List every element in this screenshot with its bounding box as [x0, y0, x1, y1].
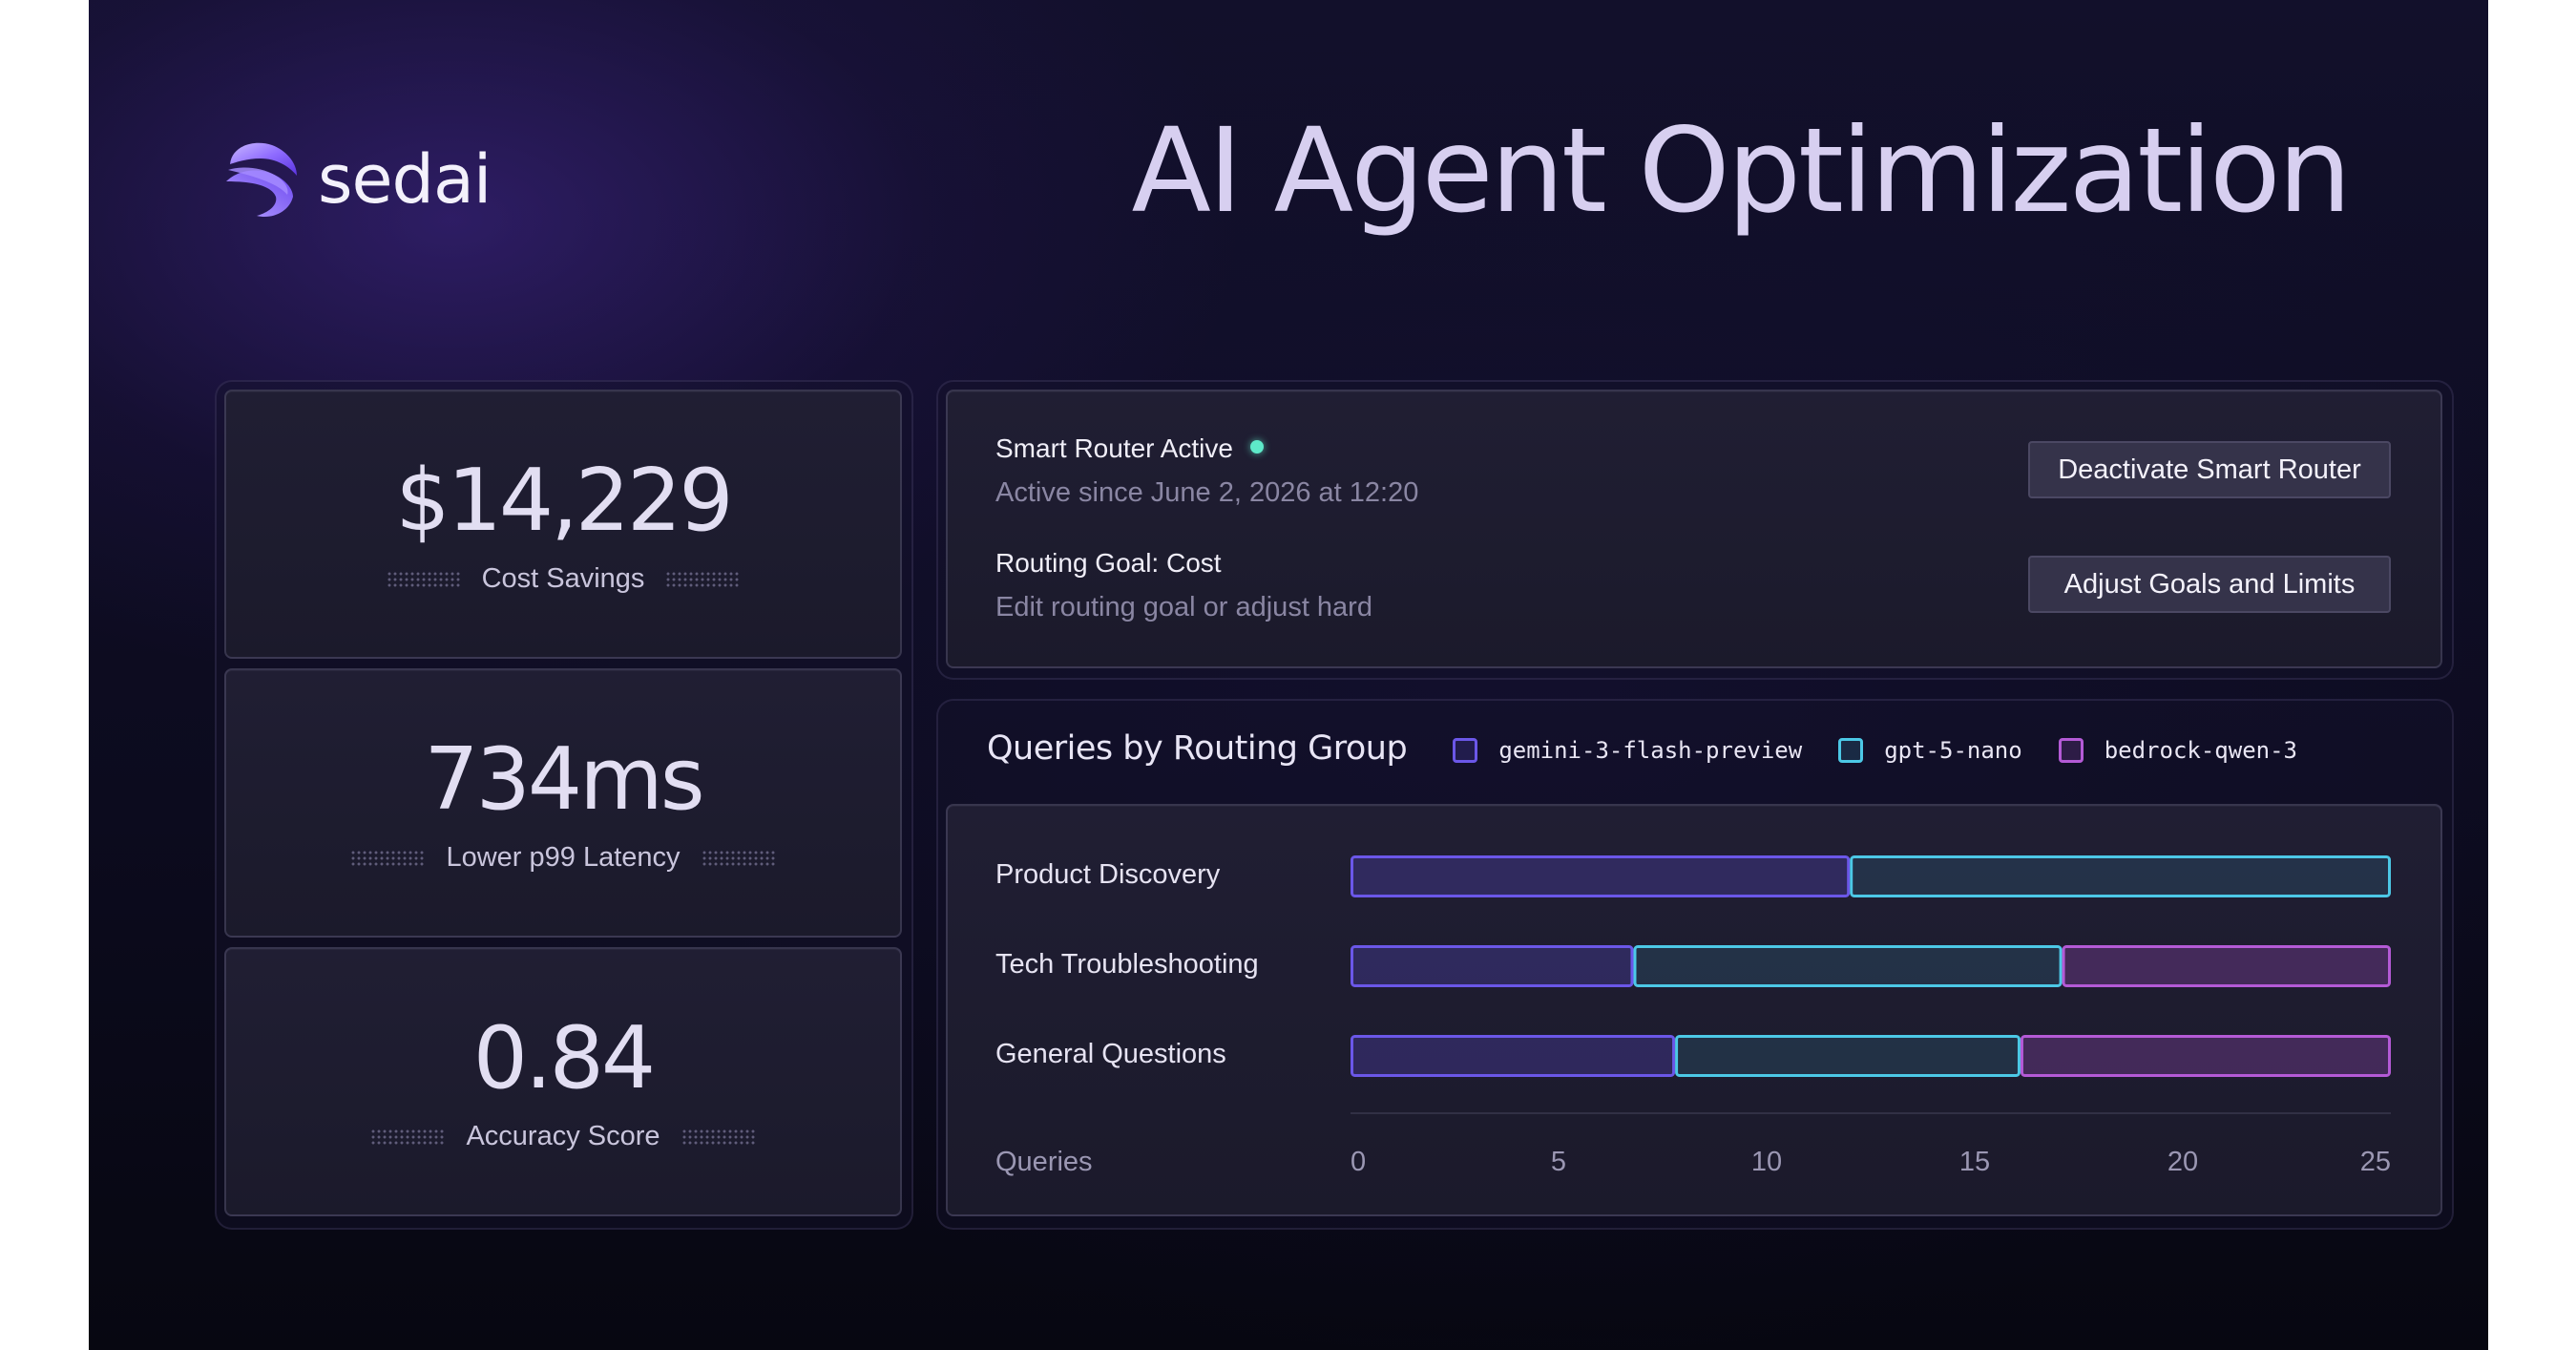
page-title: AI Agent Optimization: [1131, 103, 2352, 239]
sedai-logo-icon: [226, 142, 297, 218]
legend-label: gpt-5-nano: [1884, 737, 2022, 764]
deactivate-router-button[interactable]: Deactivate Smart Router: [2028, 441, 2391, 498]
metric-label: Lower p99 Latency: [446, 842, 681, 873]
chart-card: Product Discovery Tech Troubleshooting G…: [946, 804, 2442, 1216]
legend-item-gpt[interactable]: gpt-5-nano: [1838, 737, 2022, 764]
legend-swatch: [1453, 738, 1478, 763]
x-tick-label: 15: [1959, 1147, 1990, 1177]
x-tick-label: 10: [1751, 1147, 1782, 1177]
bar-segment-gpt[interactable]: [1850, 855, 2391, 897]
active-status-indicator: [1249, 439, 1264, 454]
metric-value: 0.84: [472, 1008, 656, 1108]
chart-title: Queries by Routing Group: [987, 729, 1408, 768]
x-tick-label: 5: [1551, 1147, 1566, 1177]
brand-logo[interactable]: sedai: [222, 132, 492, 227]
bar-segment-gemini[interactable]: [1351, 945, 1634, 987]
router-status-title: Smart Router Active: [995, 433, 1233, 463]
router-status-row: Smart Router Active: [995, 433, 1264, 464]
decorative-dots: [386, 570, 461, 588]
bar-segment-gpt[interactable]: [1633, 945, 2063, 987]
bar-segment-gemini[interactable]: [1351, 855, 1851, 897]
chart-legend: gemini-3-flash-preview gpt-5-nano bedroc…: [1416, 737, 2297, 764]
category-label: General Questions: [995, 1039, 1226, 1069]
x-tick-label: 25: [2360, 1147, 2391, 1177]
x-tick-label: 20: [2168, 1147, 2198, 1177]
bar-segment-gemini[interactable]: [1351, 1035, 1676, 1077]
legend-item-bedrock[interactable]: bedrock-qwen-3: [2058, 737, 2297, 764]
routing-goal-subtitle: Edit routing goal or adjust hard: [995, 592, 1372, 622]
legend-label: gemini-3-flash-preview: [1498, 737, 1803, 764]
metric-label: Cost Savings: [481, 563, 645, 594]
decorative-dots: [701, 849, 776, 867]
metric-value: 734ms: [424, 729, 704, 830]
router-card: Smart Router Active Active since June 2,…: [946, 390, 2442, 668]
metric-value: $14,229: [395, 451, 733, 551]
routing-goal-title: Routing Goal: Cost: [995, 548, 1222, 578]
stacked-bar-chart: Queries 0 5 10 15 20 25: [995, 855, 2392, 1177]
adjust-goals-button[interactable]: Adjust Goals and Limits: [2028, 556, 2391, 613]
decorative-dots: [665, 570, 741, 588]
category-label: Tech Troubleshooting: [995, 949, 1259, 980]
dashboard-canvas: sedai AI Agent Optimization $14,229 Cost…: [89, 0, 2488, 1350]
metric-label: Accuracy Score: [466, 1121, 660, 1151]
x-axis-label: Queries: [995, 1147, 1093, 1177]
category-label: Product Discovery: [995, 859, 1221, 890]
legend-swatch: [2058, 738, 2084, 763]
metric-card-cost-savings: $14,229 Cost Savings: [224, 390, 902, 659]
metric-card-latency: 734ms Lower p99 Latency: [224, 668, 902, 938]
decorative-dots: [681, 1128, 756, 1146]
legend-item-gemini[interactable]: gemini-3-flash-preview: [1453, 737, 1802, 764]
legend-label: bedrock-qwen-3: [2104, 737, 2297, 764]
metric-card-accuracy: 0.84 Accuracy Score: [224, 947, 902, 1216]
decorative-dots: [350, 849, 426, 867]
x-tick-label: 0: [1351, 1147, 1366, 1177]
decorative-dots: [370, 1128, 446, 1146]
bar-segment-bedrock[interactable]: [2062, 945, 2392, 987]
bar-segment-bedrock[interactable]: [2020, 1035, 2391, 1077]
legend-swatch: [1838, 738, 1864, 763]
bar-segment-gpt[interactable]: [1675, 1035, 2021, 1077]
brand-wordmark: sedai: [318, 140, 492, 219]
router-status-subtitle: Active since June 2, 2026 at 12:20: [995, 477, 1419, 508]
